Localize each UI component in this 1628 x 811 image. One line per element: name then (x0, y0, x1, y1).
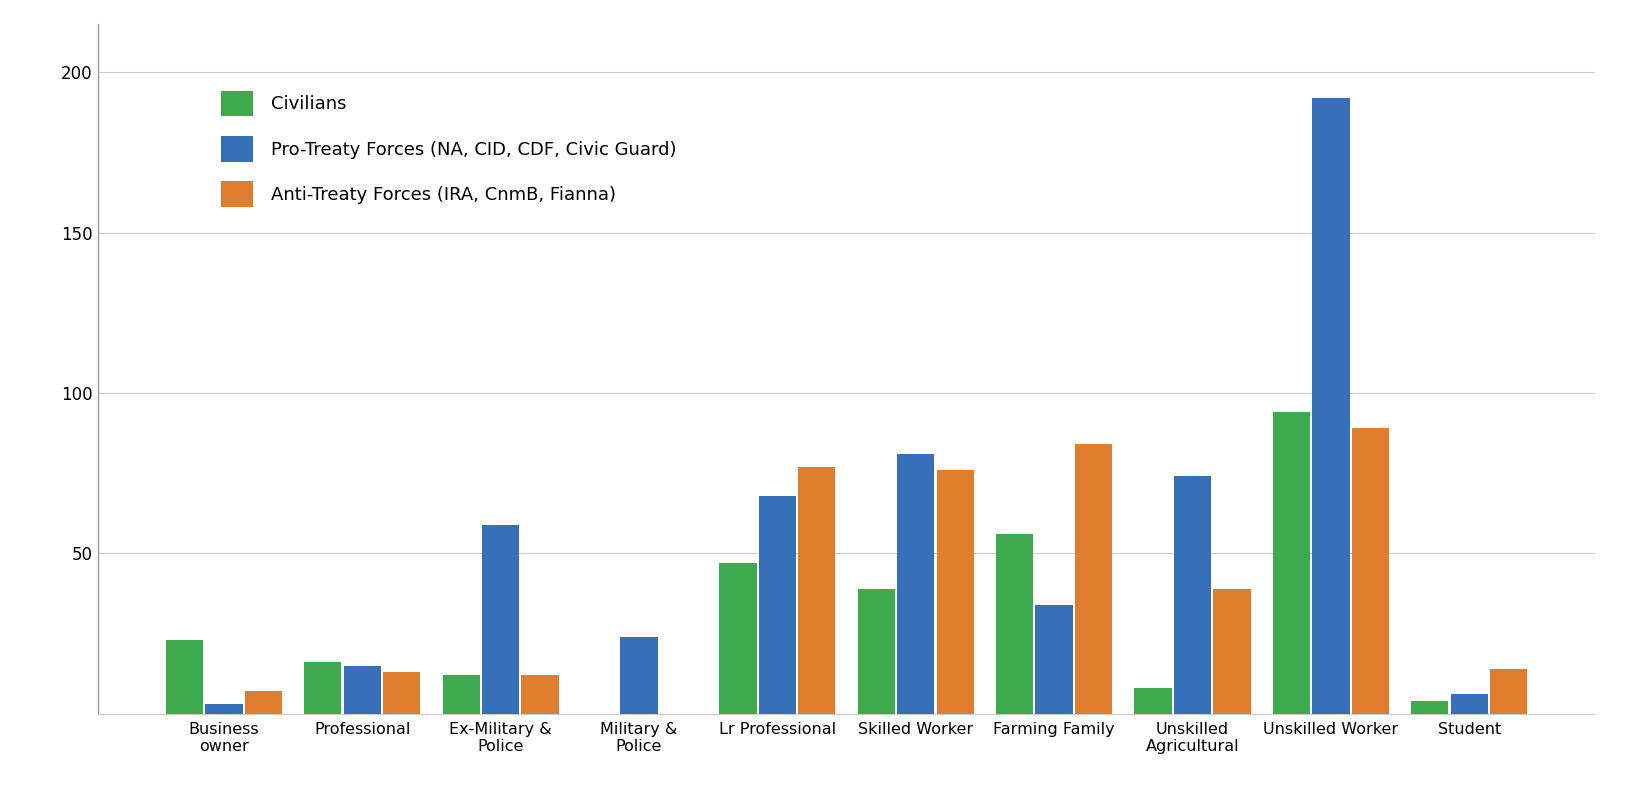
Bar (244, 691, 282, 714)
Bar (1273, 412, 1311, 714)
Bar (1490, 669, 1527, 714)
Bar (1213, 589, 1250, 714)
Bar (1411, 701, 1449, 714)
Legend: Civilians, Pro-Treaty Forces (NA, CID, CDF, Civic Guard), Anti-Treaty Forces (IR: Civilians, Pro-Treaty Forces (NA, CID, C… (212, 82, 685, 216)
Bar (936, 470, 974, 714)
Bar (1351, 428, 1389, 714)
Bar (304, 663, 342, 714)
Bar (897, 454, 934, 714)
Bar (344, 666, 381, 714)
Bar (1312, 98, 1350, 714)
Bar (996, 534, 1034, 714)
Bar (383, 672, 420, 714)
Bar (521, 676, 558, 714)
Bar (798, 467, 835, 714)
Bar (858, 589, 895, 714)
Bar (620, 637, 658, 714)
Bar (443, 676, 480, 714)
Bar (1135, 688, 1172, 714)
Bar (1074, 444, 1112, 714)
Bar (1451, 694, 1488, 714)
Bar (1174, 476, 1211, 714)
Bar (205, 704, 243, 714)
Bar (720, 563, 757, 714)
Bar (759, 496, 796, 714)
Bar (166, 640, 204, 714)
Bar (1035, 605, 1073, 714)
Bar (482, 525, 519, 714)
